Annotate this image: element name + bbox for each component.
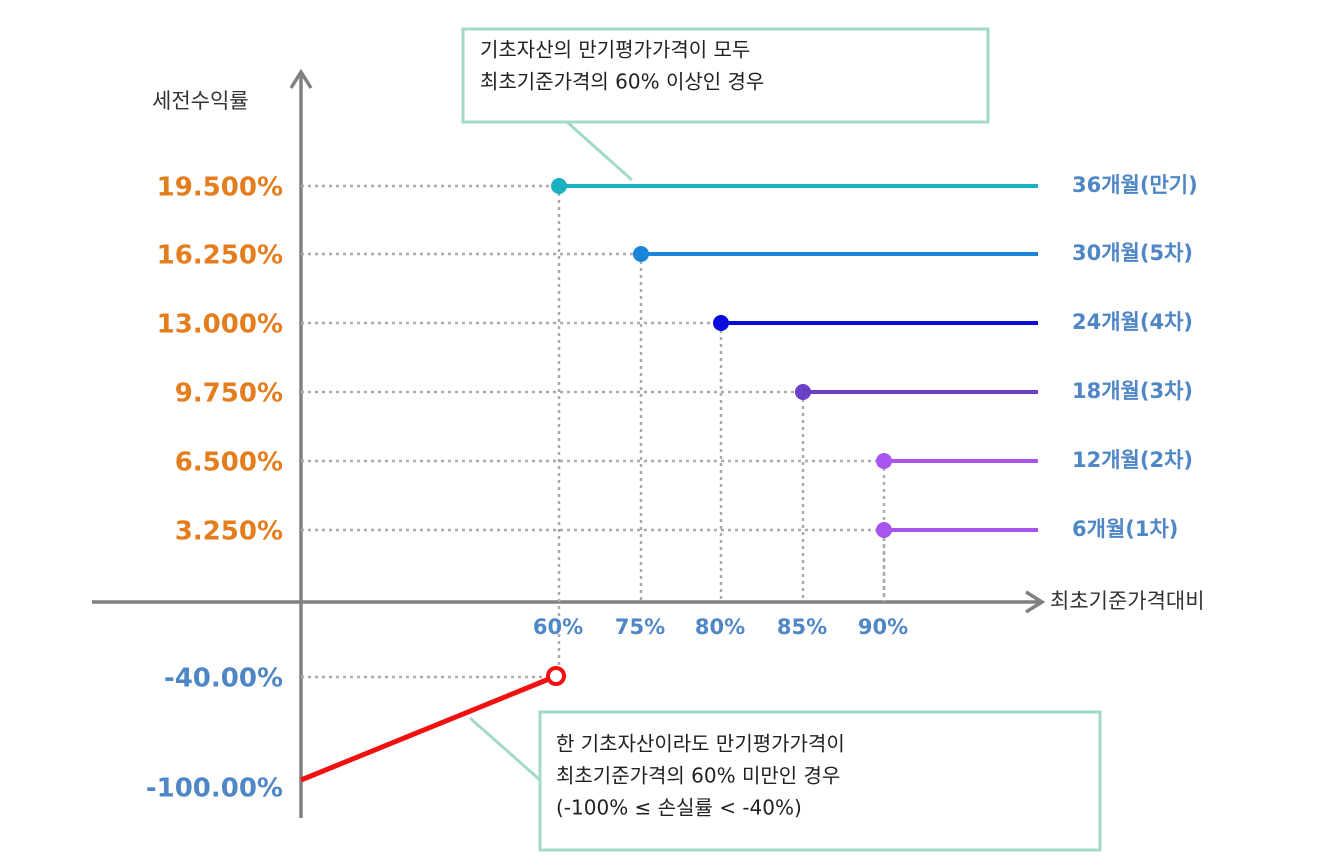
callout-text: 한 기초자산이라도 만기평가가격이: [556, 732, 845, 756]
y-arrow: [289, 68, 313, 89]
callout-box: [461, 27, 990, 124]
payoff-dot: [876, 522, 892, 538]
loss-label: -100.00%: [146, 774, 283, 804]
payoff-dot: [876, 453, 892, 469]
rate-label: 19.500%: [157, 173, 283, 203]
rate-label: 16.250%: [157, 241, 283, 271]
rate-label: 3.250%: [175, 517, 283, 547]
callout-text: 최초기준가격의 60% 이상인 경우: [480, 70, 764, 94]
axes: [92, 68, 1046, 818]
period-label: 24개월(4차): [1072, 310, 1193, 334]
period-label: 18개월(3차): [1072, 379, 1193, 403]
payoff-dot: [713, 315, 729, 331]
rate-label: 13.000%: [157, 310, 283, 340]
loss-line: [300, 676, 550, 783]
callout-box: [538, 710, 1102, 852]
callout-pointer: [469, 716, 541, 782]
x-axis-label: 최초기준가격대비: [1050, 589, 1205, 613]
callout-frames: [461, 27, 1102, 852]
period-label: 36개월(만기): [1072, 173, 1198, 197]
x-tick-label: 85%: [777, 615, 827, 639]
payoff-dot: [795, 384, 811, 400]
x-arrow: [1025, 590, 1046, 614]
payoff-dot: [633, 246, 649, 262]
callout-text: 최초기준가격의 60% 미만인 경우: [556, 764, 840, 788]
loss-dot: [546, 666, 566, 686]
period-label: 30개월(5차): [1072, 241, 1193, 265]
period-label: 6개월(1차): [1072, 517, 1178, 541]
x-tick-label: 60%: [533, 615, 583, 639]
callout-text: 기초자산의 만기평가가격이 모두: [480, 38, 750, 62]
callout-text: (-100% ≤ 손실률 < -40%): [556, 796, 802, 820]
period-label: 12개월(2차): [1072, 448, 1193, 472]
x-tick-label: 80%: [695, 615, 745, 639]
callout-pointer: [566, 120, 633, 182]
y-axis-label: 세전수익률: [152, 89, 249, 113]
rate-label: 6.500%: [175, 448, 283, 478]
loss-label: -40.00%: [164, 664, 283, 694]
x-tick-label: 90%: [858, 615, 908, 639]
rate-label: 9.750%: [175, 379, 283, 409]
x-tick-label: 75%: [615, 615, 665, 639]
payoff-dot: [551, 178, 567, 194]
